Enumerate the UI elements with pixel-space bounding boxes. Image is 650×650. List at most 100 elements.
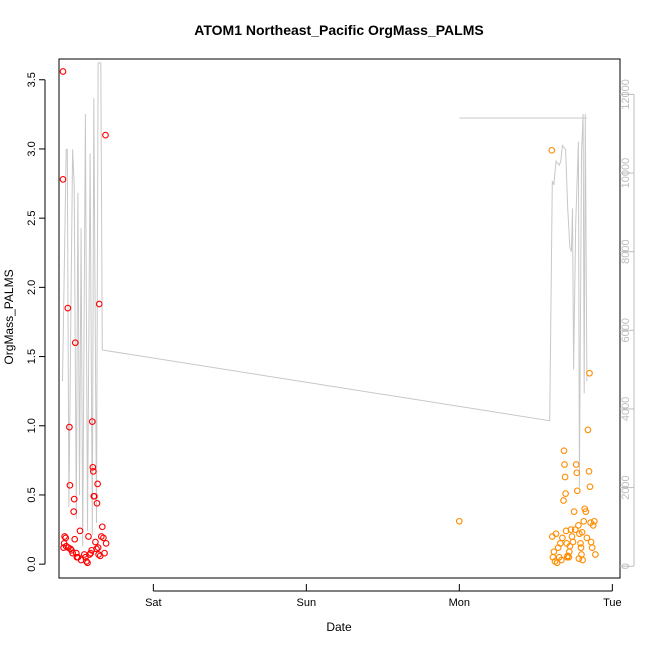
data-point [577, 540, 584, 547]
y2-tick-label: 10000 [620, 158, 632, 189]
data-point [455, 517, 463, 525]
data-point [548, 146, 556, 154]
data-point [588, 544, 596, 551]
y-axis-layer: 0.0 0.5 1.0 1.5 2.0 2.5 3.0 3.5 [26, 72, 46, 572]
data-point [559, 534, 566, 542]
data-point [560, 447, 568, 455]
data-point [562, 490, 569, 497]
x-axis-layer: Sat Sun Mon Tue [145, 584, 622, 609]
y2-tick-label: 4000 [620, 397, 632, 421]
data-point [575, 555, 583, 562]
data-point [66, 423, 73, 431]
right-axis-layer: 0 2000 4000 6000 8000 10000 12000 [620, 79, 635, 569]
x-tick-label: Mon [449, 597, 470, 609]
plot-frame [58, 58, 621, 579]
data-point [575, 522, 582, 529]
data-point [586, 369, 593, 377]
data-point [552, 530, 560, 538]
data-point [586, 483, 594, 491]
data-point [573, 469, 581, 477]
point-series-layer [59, 68, 599, 567]
data-point [61, 533, 68, 540]
y-tick-label: 2.5 [26, 211, 38, 226]
data-point [62, 534, 70, 542]
data-point [592, 551, 599, 558]
x-tick-label: Sat [145, 597, 162, 609]
y-tick-label: 1.0 [26, 418, 38, 433]
data-point [558, 556, 565, 564]
data-point [583, 534, 591, 542]
data-point [590, 517, 598, 525]
y2-tick-label: 0 [620, 563, 632, 569]
y2-tick-label: 2000 [620, 475, 632, 499]
data-point [85, 533, 92, 540]
data-point [102, 131, 109, 139]
data-point [66, 481, 74, 489]
y2-tick-label: 8000 [620, 239, 632, 263]
data-point [556, 540, 564, 547]
y-tick-label: 1.5 [26, 349, 38, 364]
data-point [561, 461, 568, 468]
data-point [89, 468, 97, 475]
data-point [577, 544, 585, 551]
series-line [62, 62, 588, 547]
data-point [89, 463, 97, 471]
data-point [563, 553, 571, 561]
data-point [91, 492, 98, 500]
data-point [71, 339, 79, 347]
y-tick-label: 2.0 [26, 280, 38, 295]
data-point [94, 544, 102, 551]
data-point [93, 545, 100, 553]
data-point [83, 558, 90, 565]
data-point [59, 176, 67, 183]
data-point [88, 418, 96, 425]
y2-tick-label: 12000 [620, 79, 632, 110]
data-point [569, 538, 577, 546]
data-point [64, 304, 72, 312]
y-tick-label: 0.0 [26, 557, 38, 572]
data-point [585, 468, 593, 475]
data-point [561, 473, 569, 481]
data-point [70, 508, 78, 515]
data-point [93, 499, 101, 507]
data-point [571, 526, 579, 533]
data-point [550, 548, 558, 556]
chart-title: ATOM1 Northeast_Pacific OrgMass_PALMS [194, 22, 483, 38]
data-point [95, 551, 102, 558]
data-point [589, 522, 597, 529]
y-tick-label: 3.5 [26, 72, 38, 87]
data-point [92, 538, 99, 546]
data-point [572, 461, 580, 468]
data-point [76, 527, 84, 535]
data-point [72, 549, 80, 557]
data-point [59, 68, 67, 75]
y-axis-label: OrgMass_PALMS [2, 269, 16, 364]
data-point [582, 508, 590, 515]
x-axis-label: Date [326, 620, 352, 634]
data-point [71, 535, 79, 543]
data-point [69, 549, 76, 557]
data-point [570, 508, 578, 515]
data-point [101, 549, 108, 557]
x-tick-label: Sun [297, 597, 317, 609]
data-point [84, 559, 91, 567]
data-point [565, 548, 573, 556]
data-point [102, 540, 110, 547]
line-series-layer [62, 62, 588, 547]
data-point [70, 495, 78, 503]
data-point [94, 480, 101, 488]
data-point [100, 534, 107, 542]
x-tick-label: Tue [603, 597, 622, 609]
data-point [579, 556, 586, 564]
data-point [580, 517, 588, 525]
data-point [567, 526, 575, 533]
data-point [573, 487, 581, 495]
data-point [95, 300, 103, 308]
y-tick-label: 0.5 [26, 487, 38, 502]
y-tick-label: 3.0 [26, 141, 38, 156]
data-point [98, 523, 106, 531]
y2-tick-label: 6000 [620, 318, 632, 342]
data-point [560, 497, 567, 504]
